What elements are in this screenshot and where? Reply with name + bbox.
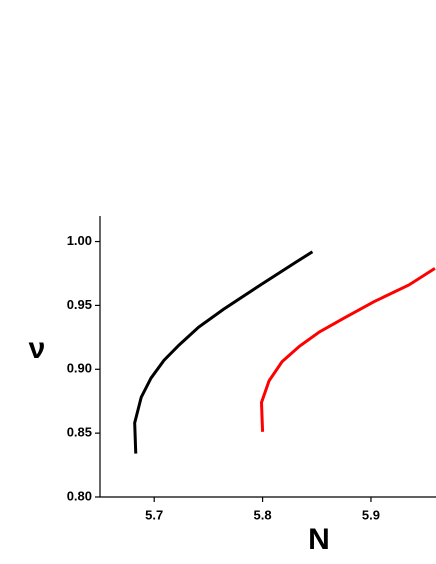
series-line: [133, 250, 314, 454]
x-axis-title: N: [308, 523, 330, 556]
x-tick-label: 5.9: [362, 507, 380, 522]
y-axis-title: ν: [29, 332, 46, 365]
x-tick-label: 5.8: [254, 507, 272, 522]
y-tick-label: 0.85: [67, 425, 92, 440]
y-tick-label: 1.00: [67, 233, 92, 248]
series-line: [259, 267, 436, 432]
y-tick-label: 0.80: [67, 488, 92, 503]
y-tick-label: 0.95: [67, 297, 92, 312]
y-tick-label: 0.90: [67, 361, 92, 376]
x-tick-label: 5.7: [145, 507, 163, 522]
